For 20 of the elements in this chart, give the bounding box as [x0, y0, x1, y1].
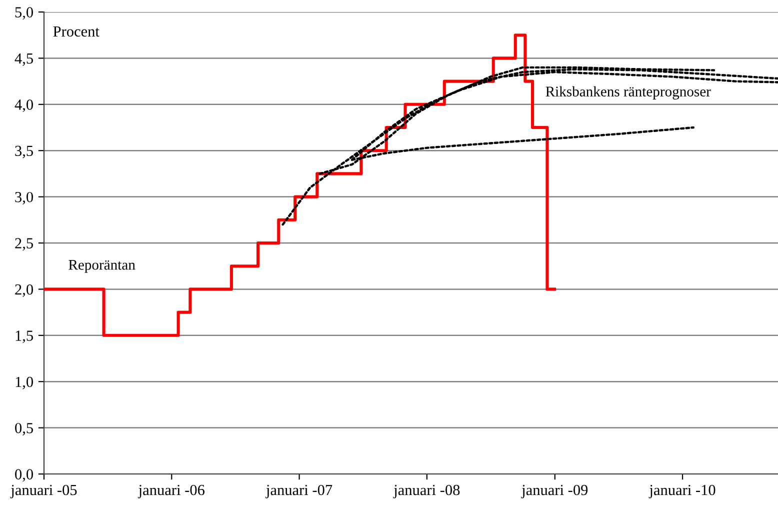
y-tick-label: 4,5	[14, 53, 33, 66]
y-tick-label: 2,0	[15, 284, 33, 297]
y-tick-label: 3,5	[15, 146, 33, 158]
y-tick-label: 4,0	[14, 100, 33, 112]
y-tick-label: 2,5	[15, 238, 33, 251]
x-tick-label: januari -05	[10, 484, 77, 498]
x-tick-label: januari -10	[648, 484, 716, 498]
x-tick-label: januari -07	[266, 484, 332, 498]
annotation: Reporäntan	[68, 260, 136, 273]
y-tick-label: 5,0	[15, 7, 33, 20]
y-tick-label: 0,5	[15, 422, 33, 436]
y-tick-label: 3,0	[15, 192, 33, 204]
annotation: Riksbankens ränteprognoser	[546, 86, 711, 100]
x-tick-label: januari -08	[393, 484, 460, 498]
y-tick-label: 1,5	[16, 330, 33, 344]
y-tick-label: 0,0	[15, 469, 33, 482]
x-tick-label: januari -09	[521, 484, 588, 498]
y-tick-label: 1,0	[16, 376, 33, 390]
x-tick-label: januari -06	[138, 484, 204, 498]
y-axis-title: Procent	[53, 26, 100, 37]
